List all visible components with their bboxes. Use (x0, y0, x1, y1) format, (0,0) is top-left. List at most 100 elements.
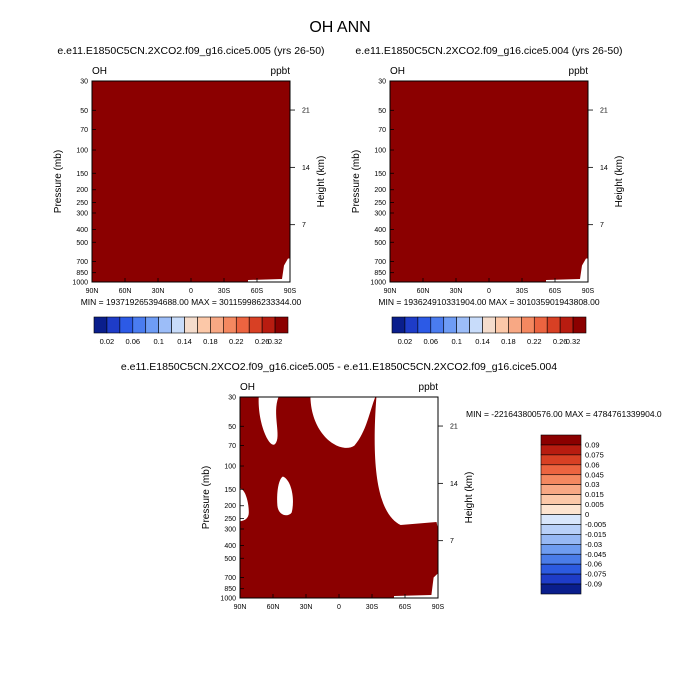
min-max-stats: MIN = 193624910331904.00 MAX = 301035901… (378, 297, 599, 307)
zero-region-5 (277, 476, 293, 516)
main-title: OH ANN (309, 19, 370, 36)
x-tick-label: 30N (152, 288, 165, 295)
y-axis-label: Pressure (mb) (201, 466, 212, 529)
colorbar-swatch (559, 316, 574, 334)
y-axis-label: Pressure (mb) (53, 150, 64, 213)
colorbar-label: 0.005 (585, 500, 604, 509)
colorbar-swatch (106, 316, 121, 334)
y-tick-label: 50 (228, 424, 236, 431)
colorbar-label: 0 (585, 510, 589, 519)
x-tick-label: 30S (218, 288, 231, 295)
x-tick-label: 90N (234, 604, 247, 611)
field-fill (92, 81, 290, 282)
colorbar-swatch (261, 316, 276, 334)
colorbar-label: -0.015 (585, 530, 606, 539)
x-tick-label: 90N (384, 288, 397, 295)
y-tick-label: 30 (378, 79, 386, 86)
colorbar-swatch (540, 444, 582, 456)
corner-label-left: OH (240, 382, 255, 393)
y-tick-label: 400 (374, 227, 386, 234)
y-tick-label: 30 (228, 395, 236, 402)
field-fill (390, 81, 588, 282)
y-tick-label: 500 (76, 240, 88, 247)
y-tick-label: 70 (228, 443, 236, 450)
colorbar-label: -0.075 (585, 570, 606, 579)
colorbar-label: 0.06 (585, 460, 600, 469)
min-max-stats: MIN = -221643800576.00 MAX = 47847613399… (466, 409, 662, 419)
corner-label-right: ppbt (419, 382, 439, 393)
y-tick-label: 1000 (72, 280, 88, 287)
y-tick-label: 250 (374, 200, 386, 207)
zero-region-4 (435, 518, 438, 529)
colorbar-swatch (540, 464, 582, 476)
x-tick-label: 60N (119, 288, 132, 295)
colorbar-swatch (274, 316, 289, 334)
colorbar-label: 0.18 (501, 337, 516, 346)
colorbar-swatch (533, 316, 548, 334)
colorbar-swatch (158, 316, 172, 334)
y-tick-label: 1000 (370, 280, 386, 287)
colorbar-label: -0.09 (585, 580, 602, 589)
colorbar-label: 0.18 (203, 337, 218, 346)
y-tick-label: 850 (224, 586, 236, 593)
colorbar-label: 0.22 (527, 337, 542, 346)
y-tick-label: 850 (374, 270, 386, 277)
y-tick-label: 250 (224, 516, 236, 523)
colorbar-swatch (540, 583, 582, 595)
height-tick-label: 21 (450, 424, 458, 431)
panel-3: e.e11.E1850C5CN.2XCO2.f09_g16.cice5.005 … (121, 361, 662, 611)
colorbar-swatch (540, 544, 582, 555)
colorbar-swatch (482, 316, 496, 334)
corner-label-left: OH (92, 66, 107, 77)
colorbar-swatch (540, 524, 582, 535)
colorbar-swatch (197, 316, 211, 334)
colorbar-label: -0.03 (585, 540, 602, 549)
colorbar-label: 0.06 (423, 337, 438, 346)
y-tick-label: 400 (76, 227, 88, 234)
colorbar-swatch (540, 534, 582, 545)
colorbar-swatch (540, 553, 582, 565)
y-tick-label: 1000 (220, 596, 236, 603)
x-tick-label: 60S (549, 288, 562, 295)
colorbar-label: 0.1 (451, 337, 461, 346)
colorbar-swatch (540, 563, 582, 575)
right-axis-label: Height (km) (464, 472, 475, 524)
colorbar-swatch (93, 316, 108, 334)
colorbar-swatch (456, 316, 470, 334)
colorbar-swatch (546, 316, 561, 334)
y-tick-label: 500 (224, 556, 236, 563)
zero-region-3 (374, 397, 438, 564)
colorbar-label: 0.075 (585, 450, 604, 459)
x-tick-label: 60N (417, 288, 430, 295)
colorbar-label: 0.045 (585, 470, 604, 479)
colorbar-swatch (132, 316, 147, 334)
colorbar-label: 0.02 (100, 337, 115, 346)
colorbar-label: 0.32 (566, 337, 581, 346)
panel-title: e.e11.E1850C5CN.2XCO2.f09_g16.cice5.005 … (57, 45, 324, 57)
y-tick-label: 200 (374, 187, 386, 194)
colorbar-label: 0.03 (585, 480, 600, 489)
corner-label-right: ppbt (271, 66, 291, 77)
zero-region-1 (258, 397, 279, 445)
missing-region (248, 258, 290, 282)
colorbar-difference: 0.090.0750.060.0450.030.0150.0050-0.005-… (540, 434, 606, 595)
y-tick-label: 100 (76, 148, 88, 155)
colorbar-swatch (540, 504, 582, 515)
x-tick-label: 0 (487, 288, 491, 295)
x-tick-label: 90N (86, 288, 99, 295)
colorbar-label: 0.015 (585, 490, 604, 499)
panel-title: e.e11.E1850C5CN.2XCO2.f09_g16.cice5.005 … (121, 361, 557, 373)
x-tick-label: 30S (366, 604, 379, 611)
y-tick-label: 400 (224, 543, 236, 550)
x-tick-label: 30N (450, 288, 463, 295)
colorbar-swatch (145, 316, 159, 334)
colorbar-swatch (521, 316, 535, 334)
colorbar-swatch (171, 316, 185, 334)
y-tick-label: 150 (374, 171, 386, 178)
colorbar-swatch (248, 316, 263, 334)
y-tick-label: 50 (378, 108, 386, 115)
y-tick-label: 70 (80, 127, 88, 134)
corner-label-left: OH (390, 66, 405, 77)
colorbar-label: 0.14 (475, 337, 490, 346)
